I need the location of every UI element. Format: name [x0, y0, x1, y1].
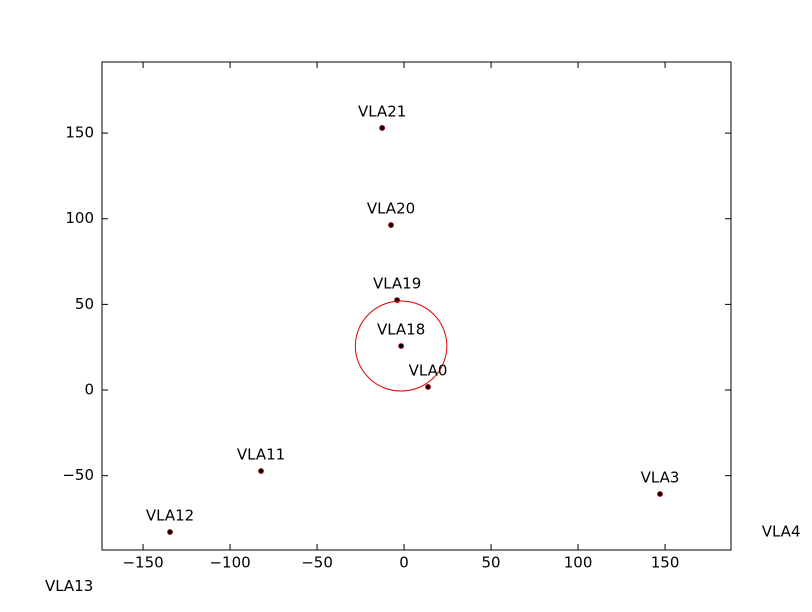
point — [388, 222, 394, 228]
point — [258, 468, 264, 474]
point — [167, 529, 173, 535]
point-label: VLA20 — [367, 200, 415, 218]
point — [779, 545, 784, 550]
plot-area — [67, 9, 784, 605]
y-tick-label: 100 — [65, 209, 94, 227]
x-tick-label: 0 — [399, 554, 409, 572]
point-label: VLA4 — [762, 522, 801, 540]
y-tick-label: 50 — [75, 295, 94, 313]
y-tick-label: 150 — [65, 124, 94, 142]
point-label: VLA12 — [146, 507, 194, 525]
point — [394, 297, 400, 303]
x-tick-label: 50 — [482, 554, 501, 572]
highlight-circle — [354, 300, 448, 392]
x-tick-label: 100 — [564, 554, 593, 572]
point — [378, 9, 383, 14]
point-label: VLA22 — [356, 0, 404, 4]
x-tick-label: −100 — [209, 554, 250, 572]
point-label: VLA21 — [358, 102, 406, 120]
y-tick-label: −50 — [62, 466, 94, 484]
point — [657, 491, 663, 497]
point — [67, 600, 72, 605]
point-label: VLA18 — [377, 320, 425, 338]
x-tick-label: −50 — [301, 554, 333, 572]
y-tick-label: 0 — [84, 381, 94, 399]
point — [398, 343, 405, 349]
x-tick-label: −150 — [122, 554, 163, 572]
point — [379, 125, 386, 131]
x-tick-label: 150 — [651, 554, 680, 572]
plot-frame — [101, 61, 732, 551]
point-label: VLA11 — [237, 446, 285, 464]
point-label: VLA19 — [373, 275, 421, 293]
point-label: VLA13 — [45, 577, 93, 595]
point — [425, 384, 431, 390]
point-label: VLA3 — [641, 468, 680, 486]
point-label: VLA0 — [409, 361, 448, 379]
